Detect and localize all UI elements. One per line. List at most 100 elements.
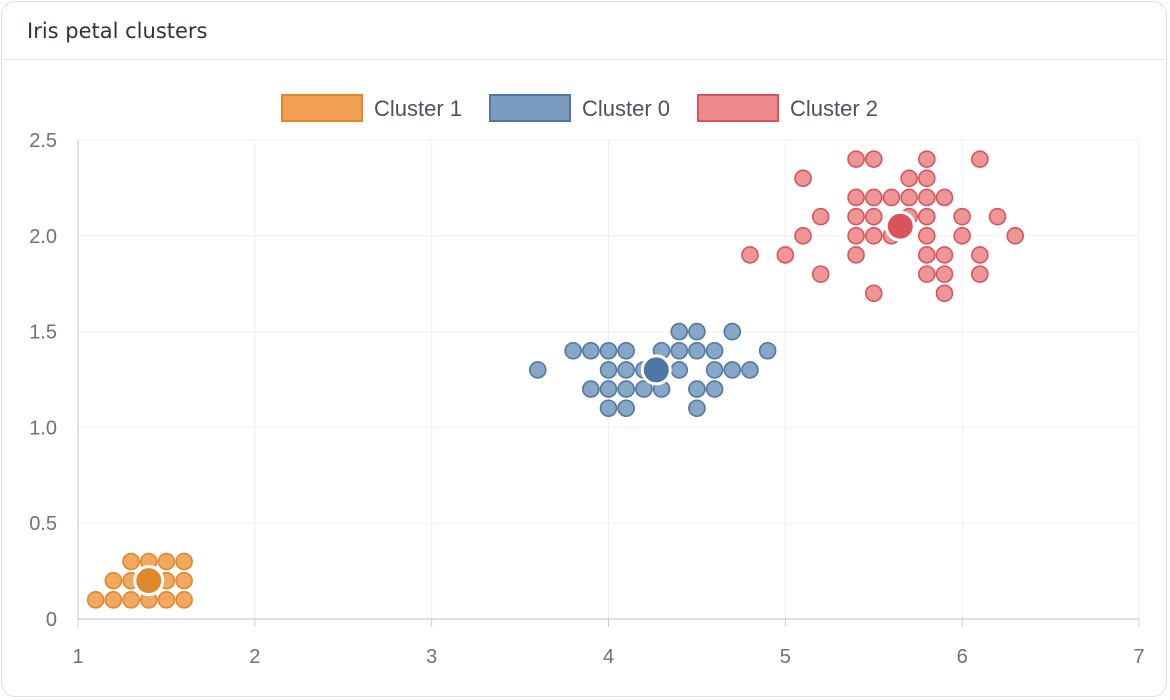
cluster-0-point [599,380,618,398]
cluster-2-legend-swatch [697,94,779,122]
y-tick-label: 1.0 [29,417,57,439]
cluster-0-point [635,380,653,398]
card-title: Iris petal clusters [27,18,208,43]
cluster-1-point [122,552,140,571]
cluster-0-point [599,399,618,418]
cluster-2-point [971,150,989,168]
cluster-2-point [917,169,936,188]
cluster-0-point [564,341,582,360]
cluster-1-legend-label: Cluster 1 [374,96,462,121]
x-tick-label: 6 [957,646,968,668]
cluster-0-point [723,322,742,341]
cluster-0-point [705,380,724,398]
cluster-0-point [617,380,635,398]
cluster-1-legend-swatch [281,94,363,122]
y-tick-label: 0.5 [29,513,57,535]
cluster-2-point [917,150,936,168]
grid-lines [78,139,1140,619]
tick-labels: 1 2 3 4 5 6 7 0 0.5 1.0 1.5 2.0 2.5 [29,130,1144,668]
cluster-2-point [917,188,936,207]
cluster-2-point [882,188,901,207]
cluster-2-point [900,188,918,207]
data-points [86,150,1025,609]
cluster-2-point [864,284,883,303]
cluster-2-point [1006,227,1025,245]
cluster-0-point [599,341,618,360]
cluster-1-point [104,571,123,590]
cluster-1-point [86,591,105,609]
cluster-2-point [864,207,883,226]
card-header: Iris petal clusters [2,2,1166,60]
cluster-1-point [175,552,193,571]
cluster-2-point [917,227,936,245]
cluster-0-point [617,399,635,418]
cluster-0-point [723,361,742,379]
cluster-0-point [705,341,724,360]
x-tick-label: 5 [780,646,791,668]
cluster-2-point [847,150,865,168]
cluster-0-point [528,361,547,379]
cluster-2-point [776,246,795,264]
cluster-2-point [917,246,936,264]
cluster-0-point [670,341,689,360]
cluster-0-point [670,322,689,341]
cluster-2-point [864,227,883,245]
legend: Cluster 1 Cluster 0 Cluster 2 [281,94,878,122]
cluster-2-point [953,207,971,226]
cluster-0-point [617,341,635,360]
x-tick-label: 2 [249,646,260,668]
cluster-1-point [175,591,193,609]
cluster-2-point [811,207,830,226]
cluster-2-point [794,169,812,188]
cluster-2-point [847,188,865,207]
cluster-1-point [157,591,176,609]
cluster-0-point [688,322,706,341]
cluster-0-point [741,361,759,379]
cluster-2-centroid [884,210,916,242]
cluster-2-point [935,246,954,264]
cluster-0-point [617,361,635,379]
x-tick-label: 4 [603,646,614,668]
x-tick-label: 1 [72,646,83,668]
x-tick-label: 3 [426,646,437,668]
cluster-0-point [582,380,600,398]
cluster-2-point [953,227,971,245]
cluster-2-point [864,188,883,207]
cluster-2-legend-label: Cluster 2 [790,96,878,121]
cluster-2-point [864,150,883,168]
cluster-0-point [670,361,689,379]
axes [77,140,1140,627]
x-tick-label: 7 [1133,646,1144,668]
cluster-2-point [847,246,865,264]
cluster-2-point [811,265,830,283]
cluster-2-point [847,207,865,226]
cluster-1-point [104,591,123,609]
y-tick-label: 0 [46,609,57,631]
cluster-0-point [688,399,706,418]
cluster-0-point [582,341,600,360]
cluster-2-point [935,265,954,283]
y-tick-label: 1.5 [29,322,57,344]
cluster-2-point [917,207,936,226]
cluster-0-point [758,341,777,360]
cluster-0-legend-swatch [489,94,571,122]
cluster-2-point [971,246,989,264]
cluster-2-point [935,284,954,303]
cluster-2-point [988,207,1007,226]
cluster-1-point [175,571,193,590]
cluster-0-legend-label: Cluster 0 [582,96,670,121]
cluster-2-point [847,227,865,245]
cluster-1-centroid [133,565,165,597]
y-tick-label: 2.0 [29,226,57,248]
cluster-2-point [971,265,989,283]
cluster-0-point [688,380,706,398]
cluster-0-point [705,361,724,379]
cluster-2-point [900,169,918,188]
cluster-2-point [741,246,759,264]
y-tick-label: 2.5 [29,130,57,152]
cluster-0-centroid [640,354,672,386]
cluster-0-point [599,361,618,379]
cluster-1-point [157,552,176,571]
cluster-2-point [794,227,812,245]
